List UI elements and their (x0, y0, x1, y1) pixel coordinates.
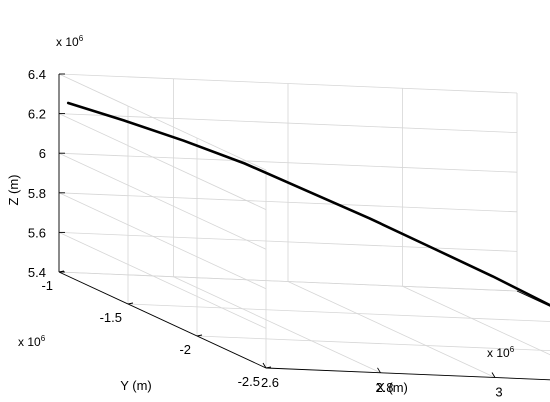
floor-edge-line (516, 290, 550, 307)
y-tick-mark (265, 366, 272, 369)
grid-line (58, 152, 518, 173)
grid-line (58, 73, 518, 94)
y-tick-label: -1 (41, 278, 53, 293)
z-tick-label: 5.8 (28, 186, 46, 201)
grid-line (516, 290, 550, 307)
tick-marks (58, 73, 496, 378)
y-axis-line (58, 271, 267, 369)
grid-line (58, 232, 267, 329)
grid-line (58, 73, 267, 171)
grid-line (58, 192, 267, 290)
x-exponent-label: x 106 (487, 345, 515, 360)
y-tick-mark (196, 334, 203, 337)
z-tick-label: 6.4 (28, 67, 46, 82)
y-tick-label: -2.5 (238, 374, 260, 389)
grid-line (402, 285, 550, 356)
grid-line (127, 303, 550, 322)
grid-line (58, 152, 267, 250)
grid-lines (58, 73, 550, 381)
y-tick-label: -1.5 (100, 310, 122, 325)
grid-line (58, 271, 518, 292)
y-tick-mark (127, 302, 134, 305)
x-tick-mark (491, 372, 496, 378)
x-tick-label: 2.6 (261, 375, 279, 390)
x-axis-label: X (m) (376, 380, 408, 395)
grid-line (173, 276, 381, 374)
grid-line (196, 335, 550, 352)
x-tick-mark (262, 362, 267, 369)
z-tick-label: 5.4 (28, 265, 46, 280)
z-axis-label: Z (m) (6, 174, 21, 205)
grid-line (58, 232, 518, 252)
series-layer (66, 101, 550, 307)
z-tick-label: 6 (39, 146, 46, 161)
x-tick-label: 3 (495, 385, 502, 400)
y-exponent-label: x 106 (18, 334, 46, 349)
z-tick-label: 5.6 (28, 225, 46, 240)
z-tick-label: 6.2 (28, 107, 46, 122)
tick-labels: 5.45.65.866.26.4-2.5-2-1.5-12.62.833.23.… (28, 67, 503, 400)
trajectory-series-line (66, 101, 550, 307)
x-axis-line (265, 367, 550, 381)
grid-line (58, 113, 267, 210)
grid-line (58, 192, 518, 213)
y-tick-label: -2 (179, 342, 191, 357)
grid-line (58, 113, 518, 133)
grid-line (287, 281, 496, 378)
y-axis-label: Y (m) (120, 378, 152, 393)
axes-box (58, 74, 550, 381)
x-tick-label: 2.8 (375, 380, 393, 395)
x-tick-mark (377, 367, 381, 374)
grid-line (265, 367, 550, 381)
z-exponent-label: x 106 (56, 34, 84, 49)
